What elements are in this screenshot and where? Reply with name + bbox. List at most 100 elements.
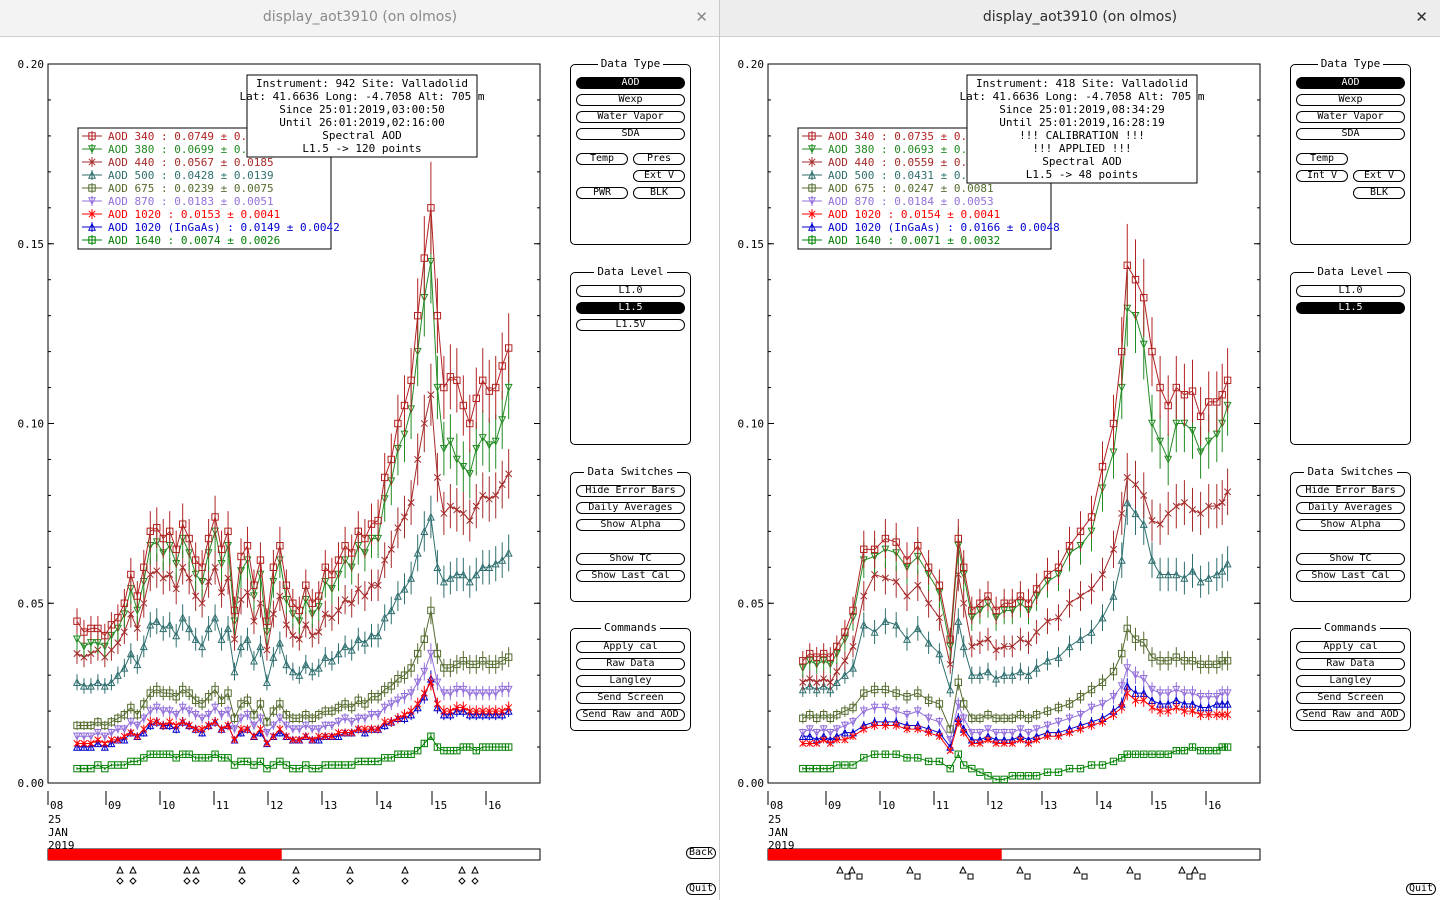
raw-data-button[interactable]: Raw Data: [576, 658, 685, 670]
show-tc-button[interactable]: Show TC: [1296, 553, 1405, 565]
level-l1-0-button[interactable]: L1.0: [1296, 285, 1405, 297]
hide-error-bars-button[interactable]: Hide Error Bars: [576, 485, 685, 497]
show-last-cal-button[interactable]: Show Last Cal: [576, 570, 685, 582]
data-point: [166, 527, 174, 536]
level-l1-5-button[interactable]: L1.5: [576, 302, 685, 314]
data-point: [1156, 657, 1164, 665]
show-alpha-button[interactable]: Show Alpha: [1296, 519, 1405, 531]
y-tick-label: 0.15: [18, 238, 45, 251]
data-point: [1196, 412, 1205, 421]
data-point: [433, 383, 442, 392]
back-button[interactable]: Back: [686, 847, 716, 859]
data-point: [472, 502, 480, 510]
send-screen-button[interactable]: Send Screen: [1296, 692, 1405, 704]
level-l1-5-button[interactable]: L1.5: [1296, 302, 1405, 314]
data-point: [1008, 642, 1016, 650]
daily-averages-button[interactable]: Daily Averages: [576, 502, 685, 514]
data-point: [394, 714, 402, 722]
data-point: [848, 718, 858, 727]
data-point: [478, 689, 487, 698]
data-point: [1054, 703, 1063, 712]
data-point: [354, 634, 363, 643]
apply-cal-button[interactable]: Apply cal: [576, 641, 685, 653]
show-alpha-button[interactable]: Show Alpha: [576, 519, 685, 531]
close-icon[interactable]: ✕: [695, 8, 708, 26]
data-point: [1016, 772, 1025, 780]
data-point: [1196, 577, 1205, 586]
data-point: [256, 556, 265, 564]
data-point: [1123, 624, 1131, 633]
data-point: [805, 681, 814, 690]
panel-title: Commands: [571, 621, 690, 635]
show-tc-button[interactable]: Show TC: [576, 553, 685, 565]
ext-v-button[interactable]: Ext V: [633, 170, 685, 182]
langley-button[interactable]: Langley: [1296, 675, 1405, 687]
datatype-water-vapor-button[interactable]: Water Vapor: [1296, 111, 1405, 123]
raw-data-button[interactable]: Raw Data: [1296, 658, 1405, 670]
data-point: [400, 693, 409, 702]
level-l1-5v-button[interactable]: L1.5V: [576, 319, 685, 331]
data-point: [826, 678, 834, 686]
temp-button[interactable]: Temp: [576, 153, 628, 165]
datatype-wexp-button[interactable]: Wexp: [576, 94, 685, 106]
data-point: [250, 617, 258, 625]
quit-button[interactable]: Quit: [1406, 883, 1436, 895]
series-aod-870: [798, 658, 1232, 745]
data-point: [414, 311, 422, 320]
langley-button[interactable]: Langley: [576, 675, 685, 687]
hide-error-bars-button[interactable]: Hide Error Bars: [1296, 485, 1405, 497]
data-point: [256, 642, 265, 651]
data-point: [992, 606, 1000, 615]
datatype-aod-button[interactable]: AOD: [1296, 77, 1405, 89]
send-raw-and-aod-button[interactable]: Send Raw and AOD: [1296, 709, 1405, 721]
data-point: [73, 650, 81, 658]
info-line: Since 25:01:2019,08:34:29: [999, 103, 1165, 116]
pres-button[interactable]: Pres: [633, 153, 685, 165]
data-point: [334, 731, 343, 740]
data-point: [492, 491, 500, 499]
window-left: display_aot3910 (on olmos) ✕ 0.20 0.15 0.1…: [0, 0, 721, 900]
data-point: [504, 685, 513, 694]
data-point: [1087, 585, 1096, 593]
datatype-wexp-button[interactable]: Wexp: [1296, 94, 1405, 106]
data-point: [892, 538, 900, 546]
int-v-button[interactable]: Int V: [1296, 170, 1348, 182]
marker-diamond: [129, 877, 137, 885]
data-point: [367, 710, 376, 720]
send-screen-button[interactable]: Send Screen: [576, 692, 685, 704]
temp-button[interactable]: Temp: [1296, 153, 1348, 165]
data-point: [295, 725, 304, 734]
data-point: [314, 725, 323, 734]
data-point: [505, 470, 513, 478]
datatype-sda-button[interactable]: SDA: [1296, 128, 1405, 140]
show-last-cal-button[interactable]: Show Last Cal: [1296, 570, 1405, 582]
blk-button[interactable]: BLK: [1353, 187, 1405, 199]
pwr-button[interactable]: PWR: [576, 187, 628, 199]
data-point: [72, 635, 82, 644]
apply-cal-button[interactable]: Apply cal: [1296, 641, 1405, 653]
info-line: Instrument: 418 Site: Valladolid: [976, 77, 1188, 90]
daily-averages-button[interactable]: Daily Averages: [1296, 502, 1405, 514]
data-point: [107, 678, 116, 687]
data-point: [913, 707, 922, 716]
blk-button[interactable]: BLK: [633, 187, 685, 199]
data-point: [806, 649, 814, 658]
data-point: [367, 581, 376, 589]
data-point: [860, 545, 868, 554]
data-point: [935, 700, 944, 708]
data-point: [191, 556, 200, 564]
y-tick-label: 0.05: [738, 597, 765, 610]
data-point: [860, 754, 868, 762]
data-point: [924, 563, 933, 571]
data-point: [1000, 739, 1008, 748]
datatype-water-vapor-button[interactable]: Water Vapor: [576, 111, 685, 123]
data-point: [1164, 570, 1173, 579]
datatype-aod-button[interactable]: AOD: [576, 77, 685, 89]
send-raw-and-aod-button[interactable]: Send Raw and AOD: [576, 709, 685, 721]
datatype-sda-button[interactable]: SDA: [576, 128, 685, 140]
quit-button[interactable]: Quit: [686, 883, 716, 895]
level-l1-0-button[interactable]: L1.0: [576, 285, 685, 297]
data-point: [211, 718, 219, 726]
close-icon[interactable]: ✕: [1415, 8, 1428, 26]
ext-v-button[interactable]: Ext V: [1353, 170, 1405, 182]
